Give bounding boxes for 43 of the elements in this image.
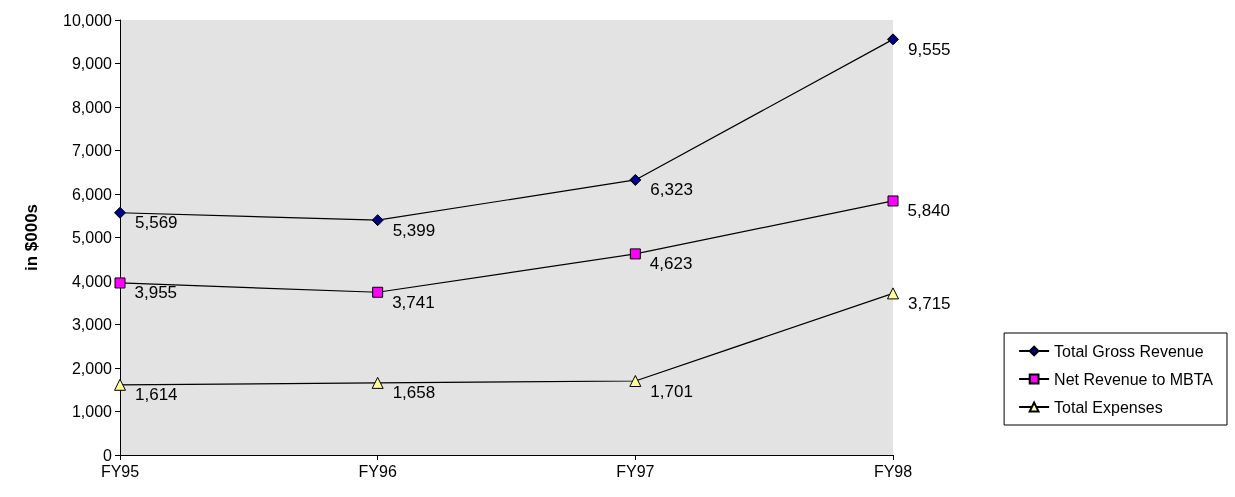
point [372,286,384,298]
y-tick-label: 5,000 [71,229,113,246]
data-label: 1,701 [650,381,693,401]
x-tick-label: FY97 [616,462,655,480]
y-tick-label: 8,000 [71,98,113,116]
data-label: 3,715 [908,293,951,313]
point [887,287,899,300]
x-tick-label: FY95 [100,462,140,480]
legend-label: Total Expenses [1054,398,1163,416]
x-tick-label: FY98 [873,462,913,480]
x-tick-label: FY96 [358,462,397,480]
data-label: 5,840 [907,201,951,221]
y-tick-label: 2,000 [71,359,113,377]
data-label: 1,614 [135,385,178,405]
point [371,214,384,227]
y-tick-label: 4,000 [71,272,113,290]
point [114,206,126,219]
data-label: 5,399 [392,220,436,240]
y-tick-label: 9,000 [71,55,113,72]
y-tick-label: 6,000 [71,185,113,203]
point [887,33,899,46]
point [114,378,126,391]
data-label: 5,569 [135,213,178,233]
data-label: 4,623 [649,254,693,274]
y-axis-title: in $000s [22,203,41,272]
legend-label: Net Revenue to MBTA [1054,370,1214,388]
data-label: 3,741 [392,292,435,312]
y-tick-label: 1,000 [71,403,113,420]
point [114,277,126,289]
legend-label: Total Gross Revenue [1054,342,1204,360]
y-tick-label: 10,000 [63,11,113,29]
y-tick-label: 0 [103,446,113,464]
point [629,375,642,388]
data-label: 9,555 [908,39,951,59]
point [629,173,642,186]
data-label: 1,658 [392,383,436,403]
point [629,248,641,260]
data-label: 3,955 [134,283,178,303]
y-tick-label: 7,000 [71,142,113,159]
y-tick-label: 3,000 [71,316,113,333]
data-label: 6,323 [650,180,693,200]
point [887,195,899,207]
point [371,376,384,389]
